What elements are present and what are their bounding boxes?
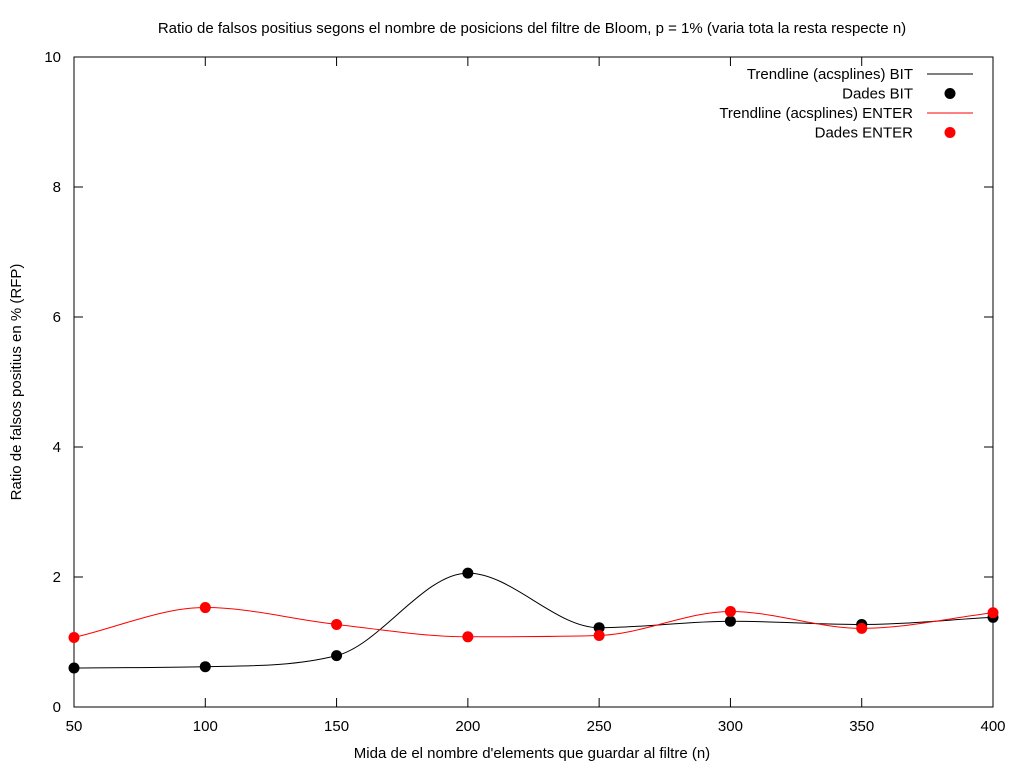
plot-border [73, 56, 994, 708]
x-tick-label: 50 [66, 718, 83, 735]
y-tick-label: 4 [53, 439, 61, 456]
data-point [724, 605, 736, 617]
data-point [987, 607, 999, 619]
legend: Trendline (acsplines) BIT Dades BIT Trendl… [719, 66, 973, 142]
data-point [462, 631, 474, 643]
x-tick-label: 100 [193, 718, 218, 735]
x-axis-label: Mida de el nombre d'elements que guardar… [354, 745, 710, 762]
trendline-0 [73, 572, 994, 669]
x-tick-label: 350 [849, 718, 874, 735]
data-point [593, 622, 605, 634]
legend-label: Trendline (acsplines) BIT [747, 66, 913, 83]
x-tick-label: 300 [718, 718, 743, 735]
y-tick-label: 0 [53, 699, 61, 716]
series [68, 567, 999, 674]
series-1 [68, 602, 999, 643]
x-axis: 50 100 150 200 250 300 350 400 [66, 57, 1006, 735]
data-point [593, 630, 605, 641]
y-tick-label: 2 [53, 569, 61, 586]
legend-label: Trendline (acsplines) ENTER [719, 105, 913, 122]
legend-point-swatch [944, 127, 956, 138]
y-axis-label: Ratio de falsos positius en % (RFP) [8, 264, 25, 501]
data-point [724, 615, 736, 627]
x-tick-label: 200 [455, 718, 480, 735]
series-0 [68, 567, 999, 674]
data-point [199, 661, 211, 673]
trendline-1 [73, 607, 994, 638]
data-point [68, 631, 80, 643]
data-point [331, 650, 343, 662]
legend-label: Dades ENTER [815, 125, 914, 142]
data-point [331, 618, 343, 630]
chart-title: Ratio de falsos positius segons el nombr… [158, 20, 906, 37]
y-tick-label: 8 [53, 179, 61, 196]
legend-point-swatch [944, 88, 956, 99]
plot-frame [73, 56, 994, 708]
data-point [856, 622, 868, 634]
x-tick-label: 250 [587, 718, 612, 735]
x-tick-label: 150 [324, 718, 349, 735]
data-point [462, 567, 474, 579]
data-point [199, 602, 211, 614]
y-axis: 0 2 4 6 8 10 [44, 49, 993, 716]
y-tick-label: 10 [44, 49, 61, 66]
y-tick-label: 6 [53, 309, 61, 326]
legend-label: Dades BIT [842, 86, 913, 103]
data-point [68, 662, 80, 674]
x-tick-label: 400 [980, 718, 1005, 735]
